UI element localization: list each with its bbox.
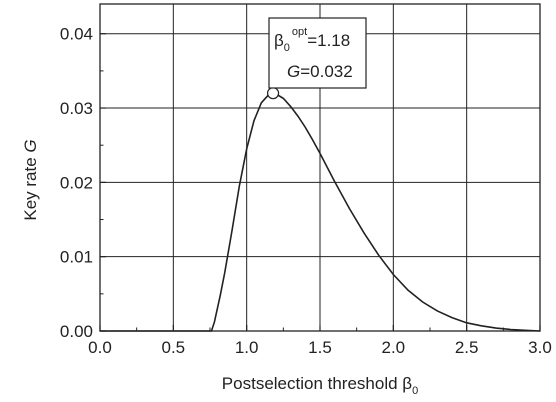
y-tick-label: 0.04 <box>60 25 93 44</box>
annotation-beta-value: =1.18 <box>307 31 350 50</box>
series-line-key-rate <box>100 92 541 332</box>
optimum-annotation: β0opt=1.18 G=0.032 <box>268 17 367 89</box>
annotation-beta-sup: opt <box>292 26 307 38</box>
x-tick-label: 0.0 <box>88 338 112 357</box>
annotation-g-var: G <box>287 62 300 81</box>
y-tick-label: 0.00 <box>60 322 93 341</box>
y-axis-label: Key rate G <box>21 139 40 220</box>
annotation-beta-sub: 0 <box>284 42 290 54</box>
y-tick-label: 0.02 <box>60 173 93 192</box>
x-axis-label: Postselection threshold β0 <box>222 374 418 397</box>
x-tick-label: 1.0 <box>235 338 259 357</box>
y-tick-label: 0.01 <box>60 248 93 267</box>
x-tick-label: 1.5 <box>308 338 332 357</box>
x-tick-label: 0.5 <box>162 338 186 357</box>
optimum-marker <box>266 87 280 100</box>
x-tick-label: 3.0 <box>528 338 552 357</box>
y-tick-label: 0.03 <box>60 99 93 118</box>
ticks: 0.0 0.5 1.0 1.5 2.0 2.5 3.0 0.00 0.01 0.02 0.03 0.0… <box>60 25 552 357</box>
x-tick-label: 2.0 <box>382 338 406 357</box>
svg-text:β0opt=1.18: β0opt=1.18 <box>274 26 350 54</box>
svg-text:G=0.032: G=0.032 <box>287 62 353 81</box>
annotation-beta: β <box>274 31 284 50</box>
annotation-g-value: =0.032 <box>300 62 352 81</box>
x-tick-label: 2.5 <box>455 338 479 357</box>
